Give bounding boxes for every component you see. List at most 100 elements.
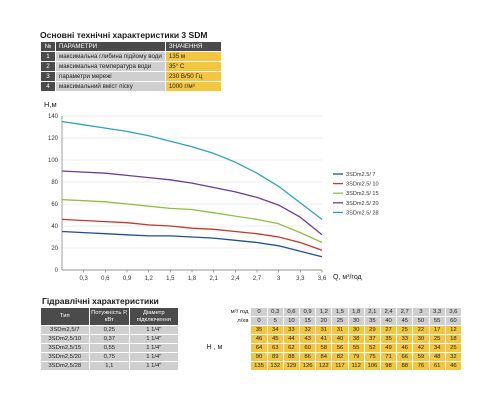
hyd-h-cell: 63 — [266, 343, 284, 353]
hyd-l-cell: 60 — [444, 316, 463, 326]
y-tick-labels: 0 20 40 60 80 100 120 140 — [48, 114, 59, 274]
hyd-h-cell: 76 — [412, 361, 430, 371]
hyd-l-cell: 30 — [347, 316, 365, 326]
performance-chart: 0 20 40 60 80 100 120 140 0,3 0,6 0,9 1,2 1,5 1,8 2,1… — [44, 100, 379, 282]
hyd-h-cell: 37 — [363, 334, 381, 344]
hyd-diam-cell: 1 1/4" — [129, 361, 179, 371]
hyd-type-cell: 3SDm2,5/7 — [40, 325, 90, 335]
x-tick-label: 3,6 — [318, 276, 327, 282]
hyd-h-label: Н , м — [177, 325, 252, 371]
hyd-h-cell: 35 — [379, 334, 398, 344]
x-tick-label: 1,8 — [188, 276, 197, 282]
hyd-h-cell: 12 — [444, 325, 463, 335]
hyd-h-cell: 117 — [331, 361, 349, 371]
series-line — [61, 218, 323, 251]
hyd-q-cell: 3 — [412, 307, 430, 317]
specs-row-param: максимальна глибина підйому води — [55, 51, 166, 62]
hyd-h-cell: 60 — [299, 343, 317, 353]
hyd-h-cell: 34 — [266, 325, 284, 335]
legend-label: 3SDm2.5/ 7 — [346, 172, 376, 178]
hyd-h-cell: 29 — [363, 325, 381, 335]
hyd-h-cell: 33 — [396, 334, 414, 344]
hyd-l-cell: 20 — [315, 316, 333, 326]
hyd-h-cell: 79 — [347, 352, 365, 362]
hyd-h-cell: 135 — [250, 361, 268, 371]
hyd-row-l-label: л/хв — [224, 316, 252, 326]
x-tick-label: 3,3 — [296, 276, 305, 282]
hyd-h-cell: 46 — [444, 361, 463, 371]
specs-row-value: 1000 г/м³ — [164, 81, 223, 92]
hydraulic-table: Тип Потужність Р, кВт Діаметр підключенн… — [40, 307, 463, 371]
hyd-l-cell: 45 — [396, 316, 414, 326]
hyd-q-cell: 0,9 — [299, 307, 317, 317]
specs-row-num: 1 — [40, 51, 56, 62]
hyd-power-cell: 0,55 — [88, 343, 131, 353]
hyd-q-cell: 0 — [250, 307, 268, 317]
x-tick-label: 1,5 — [166, 276, 175, 282]
hyd-q-cell: 1,8 — [347, 307, 365, 317]
hyd-power-cell: 0,37 — [88, 334, 131, 344]
specs-header-num: № — [40, 41, 56, 52]
hyd-h-cell: 43 — [299, 334, 317, 344]
specs-header-row: № ПАРАМЕТРИ ЗНАЧЕННЯ — [40, 41, 223, 52]
hyd-h-cell: 49 — [379, 343, 398, 353]
hyd-h-cell: 56 — [331, 343, 349, 353]
hyd-q-cell: 1,5 — [331, 307, 349, 317]
hyd-h-cell: 126 — [299, 361, 317, 371]
chart-series-lines — [61, 120, 323, 258]
hyd-data-row: 3SDm2,5/28 1,1 1 1/4" 135 132 129 126 122 117 112… — [40, 361, 463, 371]
specs-row-num: 2 — [40, 61, 56, 72]
y-tick-label: 140 — [48, 114, 59, 120]
hyd-h-cell: 98 — [379, 361, 398, 371]
x-tick-label: 0,9 — [123, 276, 132, 282]
hyd-h-cell: 61 — [428, 361, 446, 371]
hyd-spacer — [177, 307, 226, 326]
hyd-h-cell: 129 — [282, 361, 301, 371]
hyd-data-row: 3SDm2,5/10 0,37 1 1/4" 46 45 44 43 41 40 38 37 35 33… — [40, 334, 463, 344]
hyd-h-cell: 62 — [282, 343, 301, 353]
specs-row-value: 230 В/50 Гц — [164, 71, 223, 82]
hyd-h-cell: 45 — [266, 334, 284, 344]
legend-label: 3SDm2.5/ 20 — [346, 201, 379, 207]
hyd-h-cell: 22 — [412, 325, 430, 335]
hyd-h-cell: 82 — [331, 352, 349, 362]
legend-label: 3SDm2.5/ 28 — [346, 210, 379, 216]
y-tick-label: 60 — [51, 202, 58, 208]
x-tick-label: 2,1 — [209, 276, 218, 282]
specs-row-num: 3 — [40, 71, 56, 82]
hyd-h-cell: 89 — [266, 352, 284, 362]
y-tick-label: 80 — [51, 180, 58, 186]
legend-label: 3SDm2.5/ 15 — [346, 191, 379, 197]
hyd-l-cell: 50 — [412, 316, 430, 326]
hyd-l-cell: 25 — [331, 316, 349, 326]
hyd-h-cell: 27 — [379, 325, 398, 335]
hyd-data-row: 3SDm2,5/7 0,25 1 1/4" Н , м 35 34 33 32 31 31 30 29… — [40, 325, 463, 371]
hyd-h-cell: 122 — [315, 361, 333, 371]
x-tick-label: 0,3 — [79, 276, 88, 282]
hyd-diam-cell: 1 1/4" — [129, 343, 179, 353]
hyd-row-q: Тип Потужність Р, кВт Діаметр підключенн… — [40, 307, 463, 326]
y-tick-label: 20 — [51, 246, 58, 252]
hyd-diam-cell: 1 1/4" — [129, 325, 179, 335]
hyd-l-cell: 10 — [282, 316, 301, 326]
series-line — [61, 120, 323, 220]
hyd-h-cell: 31 — [331, 325, 349, 335]
chart-axes — [61, 116, 323, 273]
hyd-q-cell: 2,1 — [363, 307, 381, 317]
specs-row-value: 35° С — [164, 61, 223, 72]
hyd-h-cell: 32 — [299, 325, 317, 335]
hyd-l-cell: 35 — [363, 316, 381, 326]
hyd-data-row: 3SDm2,5/15 0,55 1 1/4" 64 63 62 60 58 56 55 52 49 46… — [40, 343, 463, 353]
y-tick-label: 120 — [48, 136, 59, 142]
hyd-q-cell: 2,7 — [396, 307, 414, 317]
chart-grid — [62, 115, 322, 271]
y-tick-label: 40 — [51, 224, 58, 230]
hyd-h-cell: 40 — [331, 334, 349, 344]
hyd-h-cell: 42 — [412, 343, 430, 353]
hyd-h-cell: 88 — [396, 361, 414, 371]
hyd-h-cell: 86 — [299, 352, 317, 362]
hyd-l-cell: 5 — [266, 316, 284, 326]
hyd-h-cell: 48 — [428, 352, 446, 362]
hyd-data-row: 3SDm2,5/20 0,75 1 1/4" 90 89 88 86 84 82 79 75 71 66… — [40, 352, 463, 362]
hyd-l-cell: 40 — [379, 316, 398, 326]
